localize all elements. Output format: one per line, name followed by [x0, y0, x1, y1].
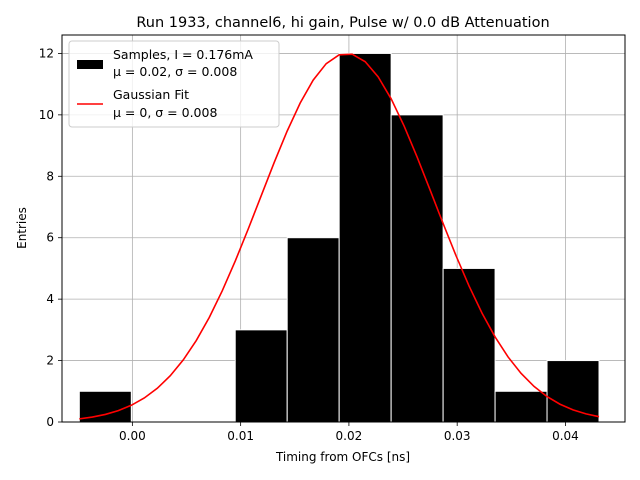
histogram-bars [78, 52, 600, 423]
y-tick-label: 12 [39, 46, 54, 60]
gaussian-fit-curve [79, 53, 600, 420]
histogram-bar [494, 390, 548, 423]
legend-samples-line1: Samples, I = 0.176mA [113, 47, 253, 62]
histogram-bar [442, 267, 496, 423]
legend-samples-patch [77, 60, 103, 69]
histogram-bar [390, 114, 444, 423]
legend-fit-line2: μ = 0, σ = 0.008 [113, 105, 217, 120]
y-tick-label: 10 [39, 108, 54, 122]
legend-fit-line1: Gaussian Fit [113, 87, 189, 102]
x-tick-label: 0.03 [444, 429, 471, 443]
chart-title: Run 1933, channel6, hi gain, Pulse w/ 0.… [136, 15, 549, 31]
x-axis-ticks: 0.00 0.01 0.02 0.03 0.04 [119, 422, 579, 443]
x-tick-label: 0.04 [552, 429, 579, 443]
y-tick-label: 4 [46, 292, 54, 306]
y-axis-label: Entries [15, 207, 29, 249]
y-axis-ticks: 0 2 4 6 8 10 12 [39, 46, 62, 429]
histogram-bar [338, 52, 392, 423]
histogram-bar [546, 360, 600, 423]
x-tick-label: 0.00 [119, 429, 146, 443]
x-axis-label: Timing from OFCs [ns] [275, 450, 410, 464]
legend-samples-line2: μ = 0.02, σ = 0.008 [113, 64, 237, 79]
histogram-bar [234, 329, 288, 423]
legend-box [68, 40, 280, 128]
histogram-bar [286, 237, 340, 423]
y-tick-label: 2 [46, 354, 54, 368]
fit-layer [79, 53, 600, 420]
y-tick-label: 6 [46, 231, 54, 245]
x-tick-label: 0.01 [227, 429, 254, 443]
x-tick-label: 0.02 [336, 429, 363, 443]
y-tick-label: 8 [46, 169, 54, 183]
y-tick-label: 0 [46, 415, 54, 429]
legend: Samples, I = 0.176mA μ = 0.02, σ = 0.008… [68, 40, 280, 128]
plot-frame [61, 34, 626, 423]
